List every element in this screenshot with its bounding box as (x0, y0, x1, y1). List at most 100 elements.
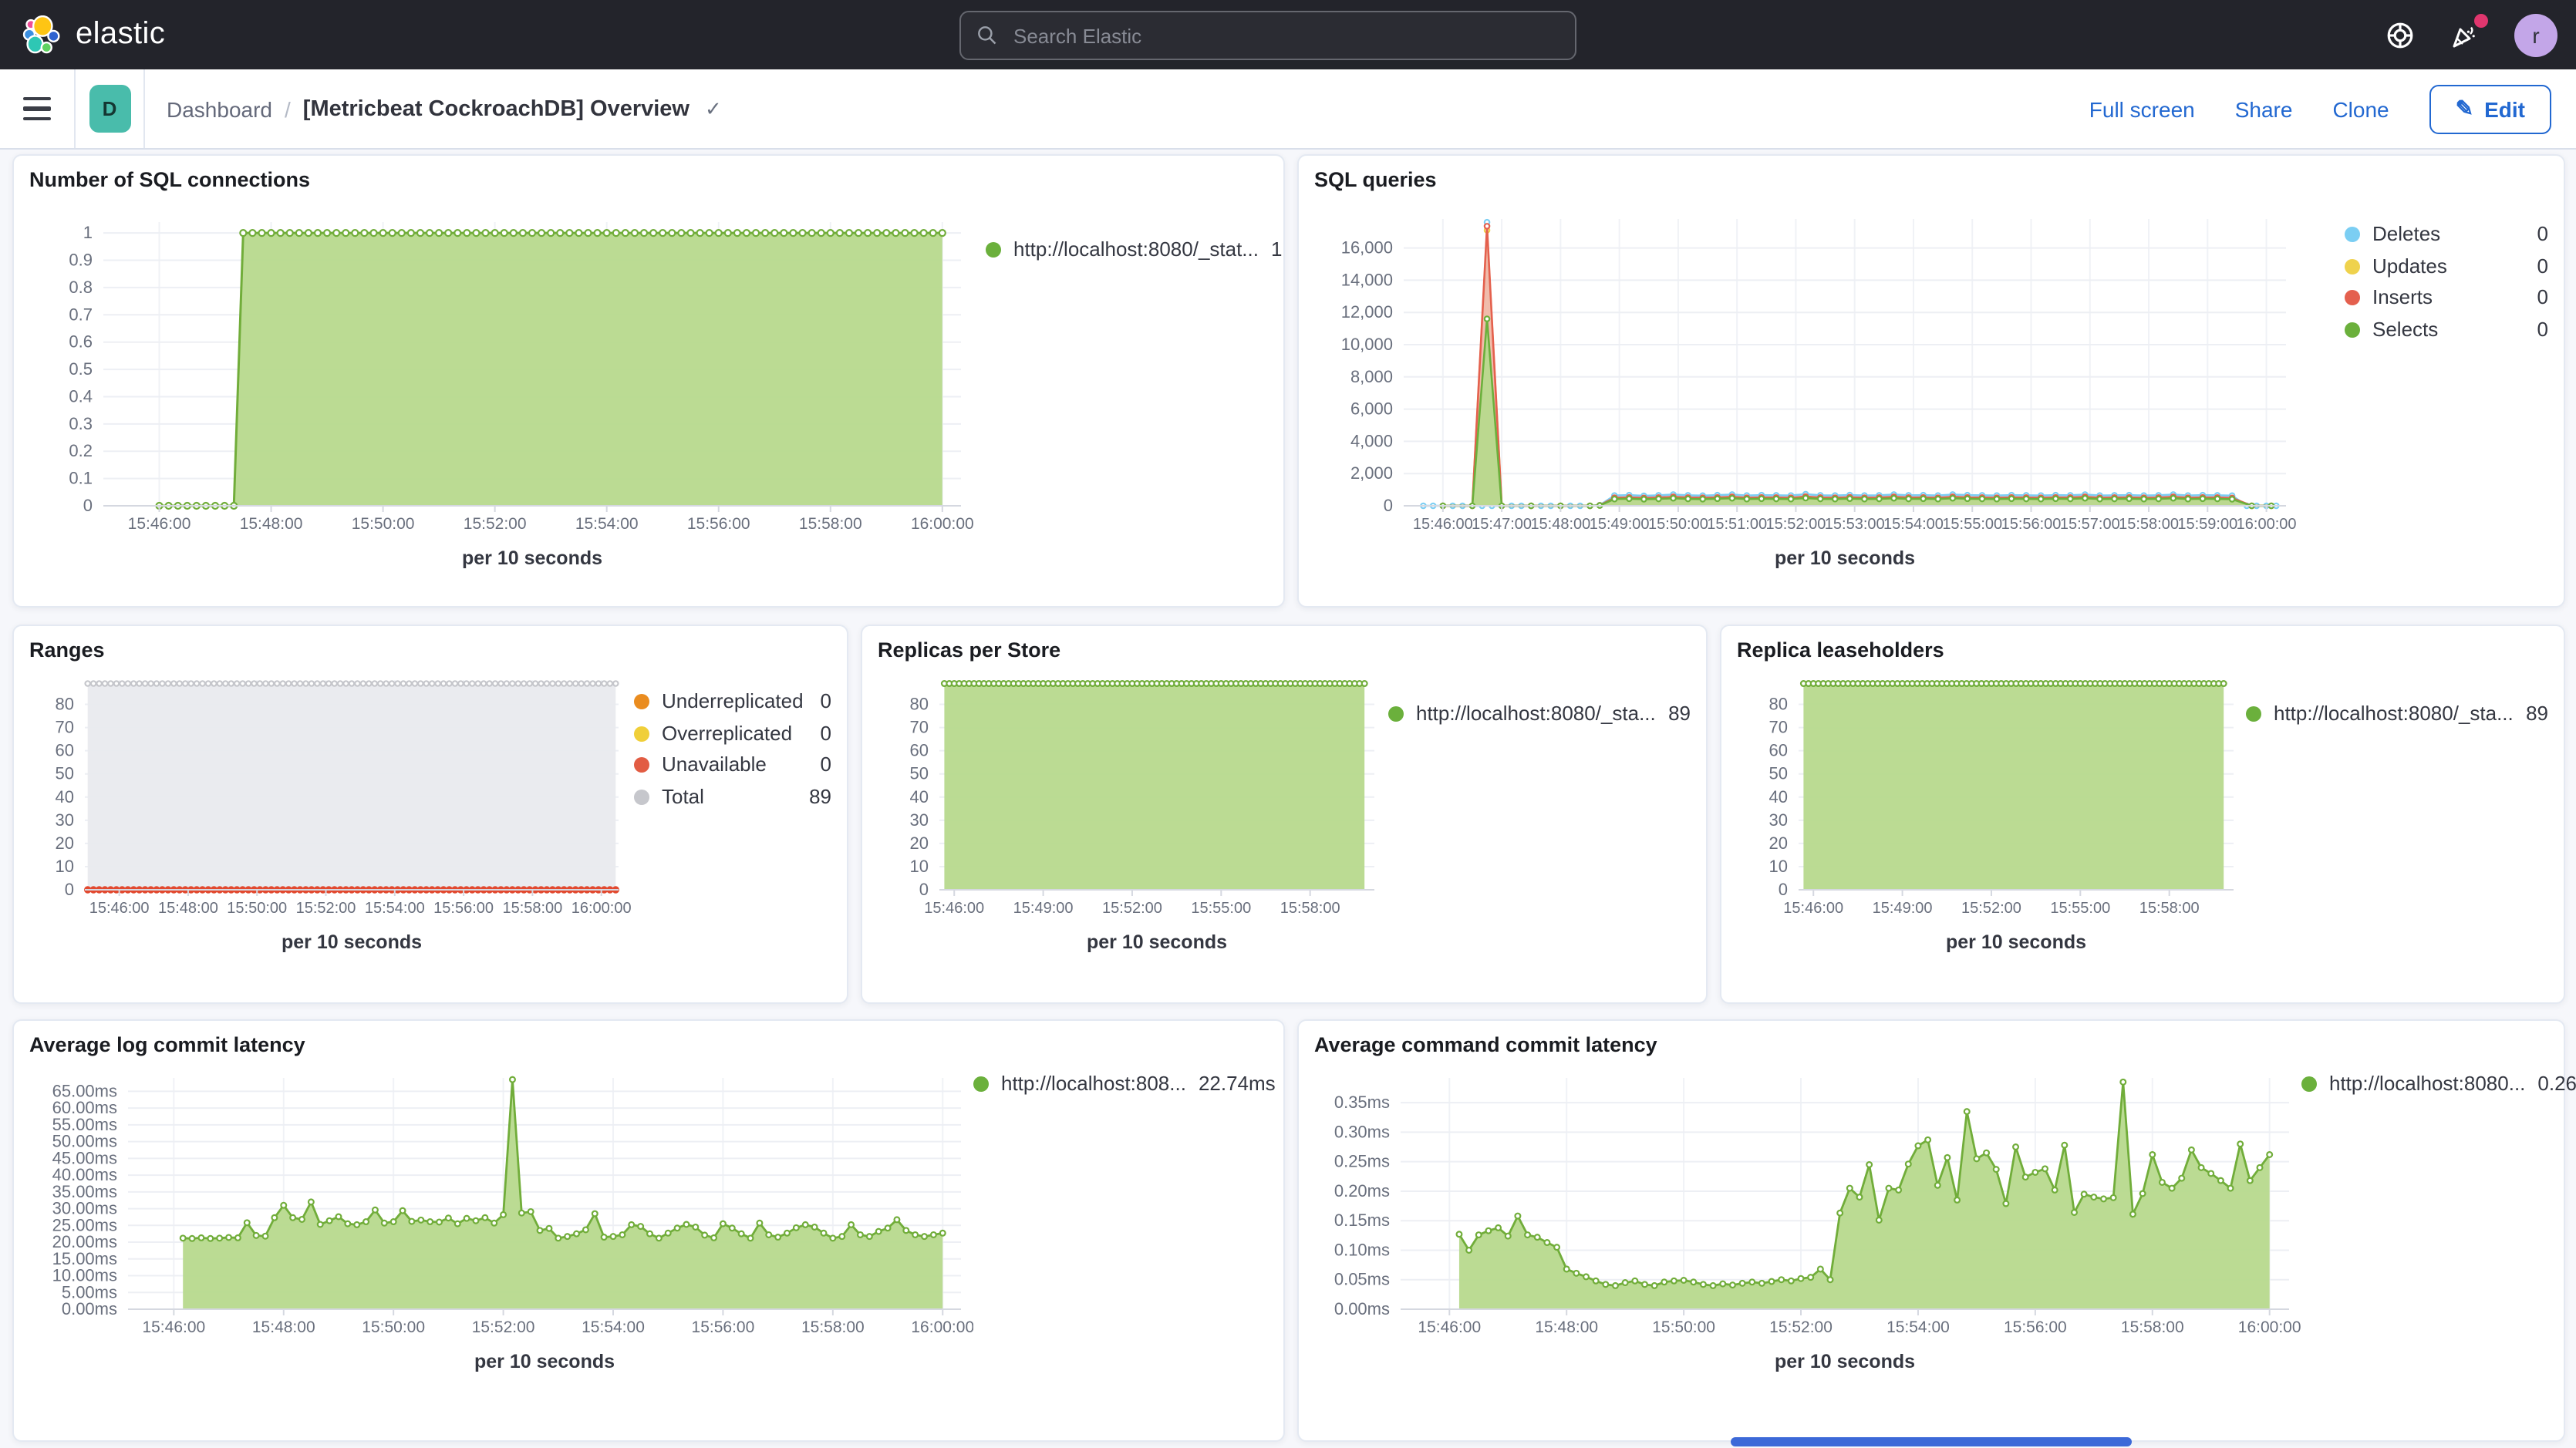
legend-dot (2301, 1077, 2317, 1093)
svg-text:0.30ms: 0.30ms (1334, 1122, 1390, 1141)
svg-text:15:58:00: 15:58:00 (2119, 516, 2179, 533)
svg-text:per 10 seconds: per 10 seconds (1775, 1351, 1915, 1372)
svg-text:80: 80 (56, 695, 74, 714)
svg-text:10: 10 (1769, 857, 1788, 876)
legend-value: 0 (821, 718, 831, 749)
svg-text:0.7: 0.7 (69, 305, 93, 324)
panel-avg-command-commit-latency: Average command commit latency 15:46:001… (1297, 1019, 2565, 1442)
svg-text:70: 70 (1769, 718, 1788, 737)
svg-text:70: 70 (56, 718, 74, 737)
legend-label: http://localhost:8080/_sta... (1416, 699, 1656, 730)
horizontal-scrollbar[interactable] (1731, 1437, 2132, 1446)
chart-svg-avg_log_commit_latency: 15:46:0015:48:0015:50:0015:52:0015:54:00… (29, 1059, 973, 1386)
whats-new-icon[interactable] (2450, 19, 2480, 50)
clone-button[interactable]: Clone (2332, 96, 2389, 121)
legend-value: 89 (2526, 699, 2548, 730)
legend-item[interactable]: Underreplicated0 (634, 686, 831, 718)
svg-text:15:59:00: 15:59:00 (2177, 516, 2237, 533)
chart-svg-avg_command_commit_latency: 15:46:0015:48:0015:50:0015:52:0015:54:00… (1314, 1059, 2301, 1386)
legend-label: http://localhost:808... (1001, 1069, 1186, 1100)
legend-value: 89 (809, 781, 831, 813)
svg-text:40: 40 (910, 787, 929, 807)
svg-text:60: 60 (1769, 741, 1788, 760)
legend-item[interactable]: http://localhost:8080/_stat...1 (986, 234, 1282, 266)
legend-item[interactable]: Updates 0 (2345, 251, 2548, 282)
legend-item[interactable]: http://localhost:8080...0.26ms (2301, 1069, 2576, 1100)
chart-replica-leaseholders: 15:46:0015:49:0015:52:0015:55:0015:58:00… (1737, 665, 2246, 975)
legend-item[interactable]: Unavailable0 (634, 749, 831, 781)
svg-text:15:58:00: 15:58:00 (799, 515, 862, 533)
legend-value: 1 (1271, 234, 1282, 266)
legend-dot (634, 726, 649, 742)
svg-text:1: 1 (83, 223, 93, 242)
legend-item[interactable]: Deletes0 (2345, 219, 2548, 251)
elastic-logo-icon (22, 15, 62, 55)
svg-text:15:48:00: 15:48:00 (240, 515, 303, 533)
panel-replicas-per-store: Replicas per Store 15:46:0015:49:0015:52… (861, 625, 1708, 1004)
svg-text:15:48:00: 15:48:00 (1530, 516, 1590, 533)
help-icon[interactable] (2385, 19, 2416, 50)
legend-label: Updates (2372, 251, 2447, 282)
svg-text:15:49:00: 15:49:00 (1590, 516, 1650, 533)
legend-item[interactable]: http://localhost:8080/_sta... 89 (2246, 699, 2548, 730)
search-input[interactable] (1010, 22, 1559, 49)
legend-label: Deletes (2372, 219, 2440, 251)
series-connections (157, 230, 946, 509)
legend-item[interactable]: http://localhost:808...22.74ms (973, 1069, 1276, 1100)
svg-text:15:54:00: 15:54:00 (365, 900, 425, 917)
svg-text:30: 30 (1769, 810, 1788, 830)
edit-button[interactable]: ✎ Edit (2429, 84, 2551, 133)
chart-legend: http://localhost:8080/_stat...1 (986, 194, 1282, 266)
svg-text:20: 20 (56, 833, 74, 853)
check-icon[interactable]: ✓ (702, 96, 722, 121)
svg-text:80: 80 (910, 695, 929, 714)
svg-text:15:54:00: 15:54:00 (582, 1318, 645, 1336)
series-cmd-latency (1457, 1079, 2273, 1309)
svg-text:15:48:00: 15:48:00 (1535, 1318, 1598, 1336)
svg-text:15:54:00: 15:54:00 (1886, 1318, 1950, 1336)
svg-text:15:56:00: 15:56:00 (687, 515, 750, 533)
chart-sql-queries: 15:46:0015:47:0015:48:0015:49:0015:50:00… (1314, 194, 2301, 588)
legend-dot (2345, 291, 2360, 306)
user-avatar[interactable]: r (2514, 13, 2557, 56)
svg-text:8,000: 8,000 (1350, 367, 1393, 386)
legend-item[interactable]: Total89 (634, 781, 831, 813)
panel-sql-queries: SQL queries 15:46:0015:47:0015:48:0015:4… (1297, 154, 2565, 608)
chart-legend: Underreplicated0Overreplicated0Unavailab… (634, 665, 831, 813)
legend-value: 0 (2537, 314, 2548, 345)
svg-text:50: 50 (910, 764, 929, 783)
notification-dot (2474, 13, 2488, 27)
svg-text:4,000: 4,000 (1350, 431, 1393, 450)
menu-icon[interactable] (0, 69, 74, 148)
legend-item[interactable]: Overreplicated0 (634, 718, 831, 749)
legend-label: http://localhost:8080/_sta... (2274, 699, 2514, 730)
svg-text:15:56:00: 15:56:00 (2004, 1318, 2067, 1336)
legend-value: 0 (2537, 251, 2548, 282)
panel-ranges: Ranges 15:46:0015:48:0015:50:0015:52:001… (12, 625, 848, 1004)
svg-text:15:46:00: 15:46:00 (89, 900, 150, 917)
chart-legend: http://localhost:8080/_sta...89 (1388, 665, 1691, 730)
panel-title: Replica leaseholders (1737, 638, 2548, 662)
full-screen-button[interactable]: Full screen (2089, 96, 2195, 121)
global-search[interactable] (959, 11, 1576, 60)
breadcrumb-dashboard[interactable]: Dashboard (167, 96, 272, 121)
legend-item[interactable]: Selects0 (2345, 314, 2548, 345)
chart-svg-replica_leaseholders: 15:46:0015:49:0015:52:0015:55:0015:58:00… (1737, 665, 2246, 967)
svg-text:0: 0 (1384, 496, 1393, 515)
pencil-icon: ✎ (2456, 96, 2473, 122)
svg-text:40: 40 (56, 787, 74, 807)
legend-item[interactable]: http://localhost:8080/_sta...89 (1388, 699, 1691, 730)
share-button[interactable]: Share (2235, 96, 2293, 121)
elastic-logo[interactable]: elastic (0, 15, 361, 55)
svg-text:15:52:00: 15:52:00 (464, 515, 527, 533)
space-badge[interactable]: D (89, 85, 130, 133)
svg-text:0.05ms: 0.05ms (1334, 1270, 1390, 1289)
svg-text:15:55:00: 15:55:00 (1942, 516, 2002, 533)
chart-avg-command-commit-latency: 15:46:0015:48:0015:50:0015:52:0015:54:00… (1314, 1059, 2301, 1394)
legend-value: 0.26ms (2537, 1069, 2576, 1100)
svg-text:0.5: 0.5 (69, 359, 93, 379)
legend-item[interactable]: Inserts0 (2345, 282, 2548, 314)
series-leaseholders (1801, 681, 2227, 890)
svg-text:60: 60 (910, 741, 929, 760)
legend-dot (2345, 259, 2360, 274)
